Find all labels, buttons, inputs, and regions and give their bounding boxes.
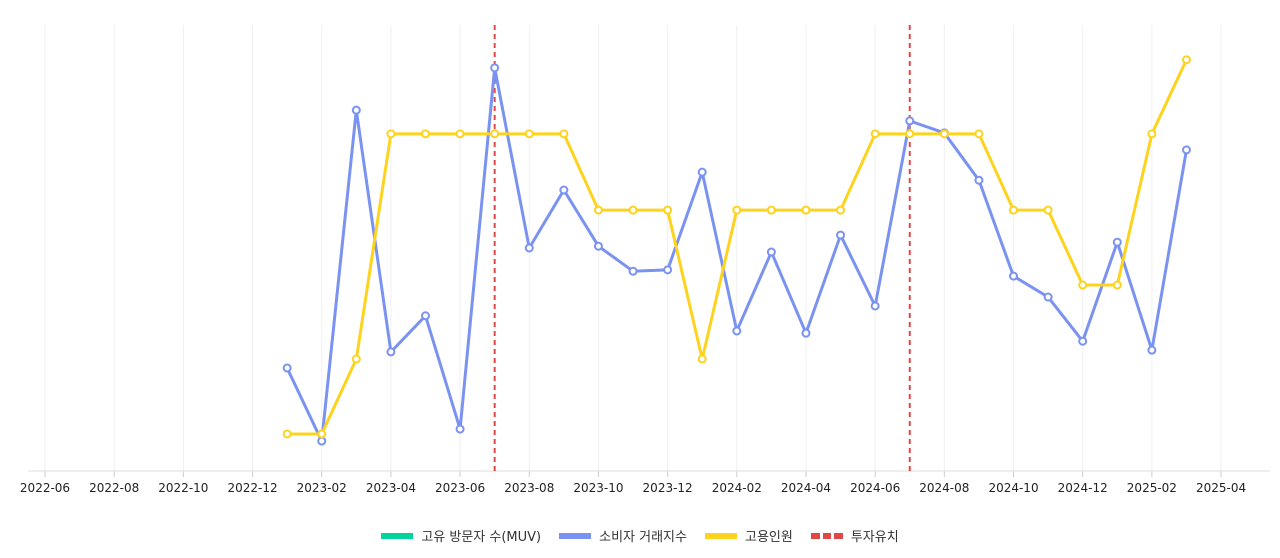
data-point — [317, 429, 327, 439]
data-point — [974, 129, 984, 139]
data-point — [1078, 280, 1088, 290]
data-point — [282, 363, 292, 373]
legend-label: 투자유치 — [850, 530, 899, 545]
data-point — [766, 247, 776, 257]
x-tick-label: 2024-08 — [919, 481, 969, 495]
data-point — [490, 129, 500, 139]
data-point — [1112, 237, 1122, 247]
legend-item[interactable]: 고용인원 — [704, 526, 793, 545]
data-point — [836, 230, 846, 240]
data-point — [282, 429, 292, 439]
legend-swatch — [559, 532, 592, 539]
data-point — [1147, 129, 1157, 139]
x-tick-label: 2023-12 — [643, 481, 693, 495]
data-point — [766, 205, 776, 215]
x-tick-label: 2023-02 — [297, 481, 347, 495]
data-point — [524, 129, 534, 139]
data-point — [490, 63, 500, 73]
data-point — [1181, 145, 1191, 155]
data-point — [1147, 345, 1157, 355]
data-point — [697, 354, 707, 364]
x-tick-label: 2024-02 — [712, 481, 762, 495]
legend-item[interactable]: 고유 방문자 수(MUV) — [381, 526, 541, 545]
data-point — [1043, 205, 1053, 215]
x-tick-label: 2023-04 — [366, 481, 416, 495]
x-tick-label: 2024-10 — [988, 481, 1038, 495]
data-point — [455, 424, 465, 434]
data-point — [559, 129, 569, 139]
x-tick-label: 2022-12 — [227, 481, 277, 495]
x-tick-label: 2024-12 — [1058, 481, 1108, 495]
data-point — [386, 347, 396, 357]
data-point — [593, 205, 603, 215]
data-point — [663, 205, 673, 215]
data-point — [420, 129, 430, 139]
x-tick-label: 2023-06 — [435, 481, 485, 495]
data-point — [663, 265, 673, 275]
data-point — [1043, 292, 1053, 302]
x-tick-label: 2022-08 — [89, 481, 139, 495]
data-point — [801, 205, 811, 215]
data-point — [351, 105, 361, 115]
x-tick-label: 2022-10 — [158, 481, 208, 495]
line-chart: 2022-06 2022-08 2022-10 2022-12 2023-02 2023-… — [20, 25, 1270, 495]
x-tick-label: 2025-02 — [1127, 481, 1177, 495]
data-point — [974, 175, 984, 185]
legend-item[interactable]: 소비자 거래지수 — [559, 526, 687, 545]
legend: 고유 방문자 수(MUV) 소비자 거래지수 고용인원 투자유치 — [0, 526, 1280, 545]
x-tick-label: 2024-06 — [850, 481, 900, 495]
data-point — [1078, 336, 1088, 346]
data-point — [836, 205, 846, 215]
data-point — [870, 301, 880, 311]
data-point — [317, 436, 327, 446]
legend-swatch — [704, 532, 737, 539]
data-point — [1009, 271, 1019, 281]
data-point — [732, 326, 742, 336]
data-point — [559, 185, 569, 195]
data-point — [870, 129, 880, 139]
x-tick-label: 2024-04 — [781, 481, 831, 495]
data-point — [420, 311, 430, 321]
data-point — [697, 167, 707, 177]
legend-label: 고유 방문자 수(MUV) — [421, 530, 542, 545]
data-point — [939, 129, 949, 139]
data-point — [732, 205, 742, 215]
data-point — [386, 129, 396, 139]
data-point — [524, 243, 534, 253]
x-tick-label: 2023-08 — [504, 481, 554, 495]
legend-item[interactable]: 투자유치 — [810, 526, 899, 545]
data-point — [1181, 55, 1191, 65]
legend-swatch — [810, 532, 843, 539]
data-point — [1112, 280, 1122, 290]
legend-swatch — [381, 532, 414, 539]
legend-label: 고용인원 — [744, 530, 793, 545]
data-point — [593, 241, 603, 251]
data-point — [351, 354, 361, 364]
x-tick-label: 2025-04 — [1196, 481, 1246, 495]
x-tick-label: 2023-10 — [573, 481, 623, 495]
data-point — [628, 266, 638, 276]
legend-label: 소비자 거래지수 — [599, 530, 687, 545]
data-point — [905, 129, 915, 139]
data-point — [801, 328, 811, 338]
x-tick-label: 2022-06 — [20, 481, 70, 495]
data-point — [1009, 205, 1019, 215]
data-point — [628, 205, 638, 215]
data-point — [455, 129, 465, 139]
data-point — [905, 116, 915, 126]
